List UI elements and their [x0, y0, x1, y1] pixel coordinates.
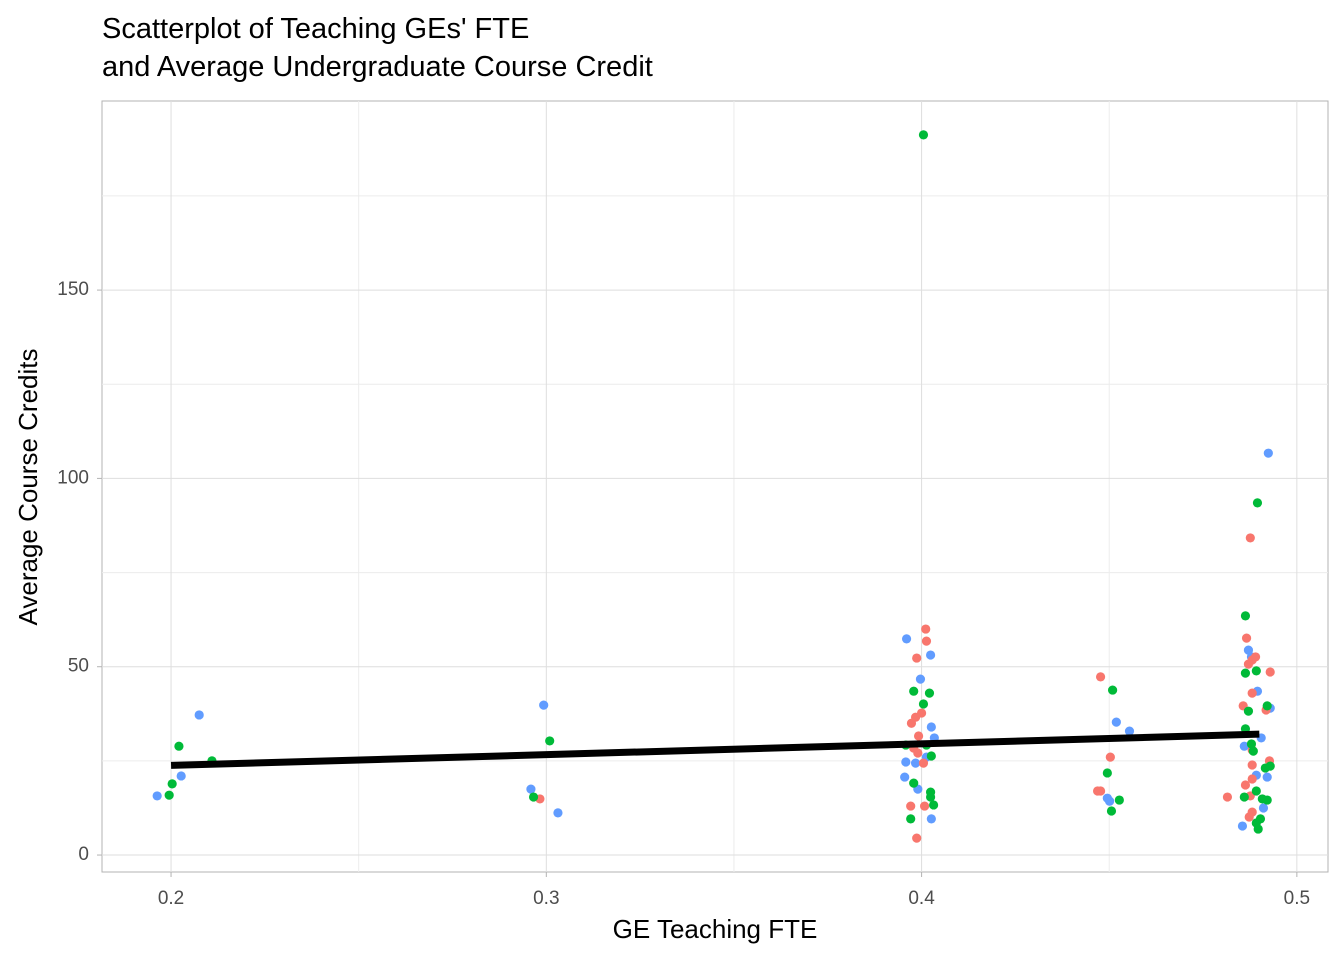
scatter-point: [928, 800, 939, 810]
scatter-point: [912, 833, 922, 843]
scatter-point: [164, 790, 174, 800]
scatter-point: [1258, 803, 1269, 813]
scatter-point: [545, 736, 555, 746]
scatter-point: [1247, 760, 1257, 770]
scatter-point: [1243, 706, 1254, 716]
scatter-point: [1244, 812, 1254, 822]
scatter-point: [1265, 667, 1275, 677]
scatter-point: [526, 784, 536, 794]
scatter-point: [1262, 772, 1272, 782]
x-axis-title: GE Teaching FTE: [613, 914, 818, 944]
scatter-point: [539, 700, 549, 710]
scatter-point: [1250, 652, 1261, 662]
scatter-point: [553, 808, 563, 818]
scatter-point: [913, 731, 924, 741]
scatter-point: [1222, 792, 1233, 802]
scatter-point: [1124, 726, 1135, 736]
scatter-point: [194, 710, 204, 720]
scatter-point: [925, 792, 936, 802]
x-tick-label: 0.3: [533, 888, 559, 909]
scatter-point: [915, 674, 926, 684]
scatter-point: [1251, 786, 1261, 796]
scatter-point: [1111, 717, 1121, 727]
scatter-point: [901, 634, 912, 644]
scatter-point: [1243, 659, 1254, 669]
scatter-point: [926, 814, 936, 824]
scatter-point: [1239, 741, 1249, 751]
scatter-point: [1255, 814, 1266, 824]
scatter-point: [919, 801, 930, 811]
scatter-point: [906, 814, 916, 824]
scatter-point: [906, 718, 917, 728]
scatter-point: [901, 757, 911, 767]
scatter-point: [910, 758, 921, 768]
chart-title: Scatterplot of Teaching GEs' FTE and Ave…: [102, 13, 653, 83]
x-tick-label: 0.4: [908, 888, 935, 909]
scatter-point: [174, 741, 184, 751]
scatter-point: [926, 751, 936, 761]
scatter-point: [913, 748, 923, 758]
scatter-point: [1251, 666, 1261, 676]
scatter-point: [1237, 821, 1248, 831]
scatter-point: [1104, 796, 1115, 806]
scatter-point: [925, 650, 936, 660]
y-tick-label: 50: [68, 656, 89, 677]
scatter-point: [176, 771, 186, 781]
scatter-point: [1102, 768, 1112, 778]
y-tick-label: 100: [57, 467, 89, 488]
scatter-point: [924, 688, 935, 698]
scatter-point: [1239, 792, 1249, 802]
scatter-point: [1247, 688, 1257, 698]
scatter-point: [1253, 824, 1263, 834]
scatter-point: [918, 699, 929, 709]
scatter-point: [906, 801, 916, 811]
scatter-point: [1263, 448, 1273, 458]
scatter-point: [918, 758, 929, 768]
scatter-point: [152, 791, 162, 801]
scatter-point: [1240, 611, 1251, 621]
scatter-point: [921, 636, 932, 646]
plot-panel: [101, 100, 1329, 873]
scatter-point: [1246, 739, 1257, 749]
x-tick-label: 0.5: [1284, 888, 1310, 909]
scatter-point: [528, 792, 539, 802]
scatter-point: [900, 772, 910, 782]
scatter-point: [1262, 795, 1272, 805]
scatter-point: [1265, 761, 1275, 771]
scatter-point: [912, 653, 922, 663]
scatter-point: [909, 686, 919, 696]
scatter-point: [918, 130, 929, 140]
scatter-point: [921, 624, 931, 634]
scatter-point: [1248, 746, 1258, 756]
scatter-point: [1095, 672, 1106, 682]
scatter-point: [1106, 806, 1117, 816]
scatter-point: [1114, 795, 1124, 805]
trend-line: [170, 730, 1260, 769]
scatter-point: [1245, 533, 1255, 543]
scatter-point: [1105, 752, 1115, 762]
scatter-point: [1240, 668, 1251, 678]
scatter-point: [1107, 685, 1118, 695]
scatter-point: [926, 722, 936, 732]
scatter-point: [1247, 774, 1257, 784]
scatter-point: [167, 779, 177, 789]
scatter-point: [1092, 786, 1103, 796]
y-tick-label: 150: [57, 279, 89, 300]
x-tick-label: 0.2: [158, 888, 184, 909]
scatter-point: [1240, 780, 1251, 790]
scatter-point: [1241, 633, 1252, 643]
y-tick-label: 0: [78, 844, 89, 865]
y-axis-title: Average Course Credits: [13, 349, 43, 626]
scatter-point: [1262, 701, 1272, 711]
scatter-point: [1252, 498, 1263, 508]
scatter-point: [909, 778, 919, 788]
